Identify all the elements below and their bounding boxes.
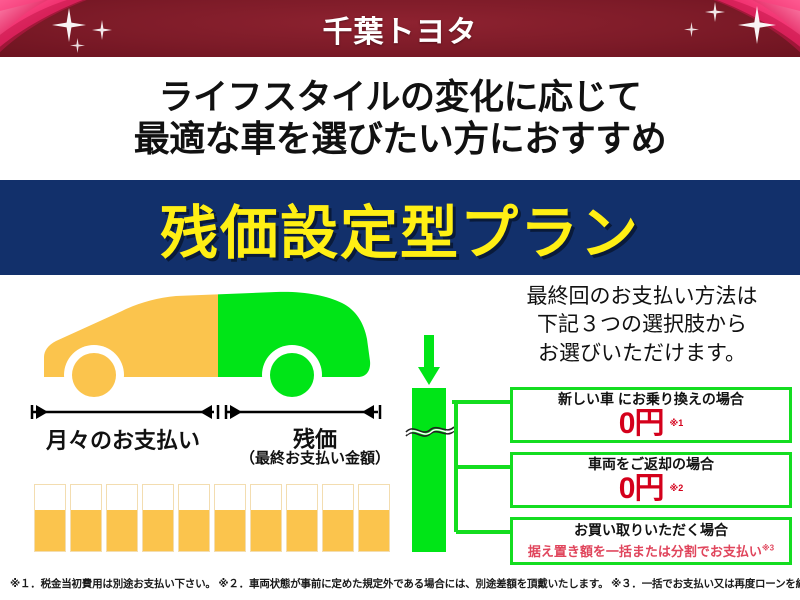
option-amount-row: 0円 ※2 <box>618 471 684 505</box>
intro-line-1: 最終回のお支払い方法は <box>526 285 758 308</box>
branch-connector <box>452 380 512 555</box>
headline-line-1: ライフスタイルの変化に応じて <box>158 77 642 117</box>
option-box-return-vehicle[interactable]: 車両をご返却の場合 0円 ※2 <box>510 452 792 508</box>
footer-notes: ※１．税金当初費用は別途お支払い下さい。 ※２．車両状態が事前に定めた規定外であ… <box>0 567 800 600</box>
option-title: お買い取りいただく場合 <box>574 521 728 538</box>
residual-value-sublabel: （最終お支払い金額） <box>239 450 390 467</box>
option-amount: 0円 <box>618 471 665 505</box>
brand-logo: 千葉トヨタ <box>322 15 478 49</box>
option-title: 車両をご返却の場合 <box>588 456 714 473</box>
axis-break-icon <box>404 421 456 439</box>
option-box-buyout[interactable]: お買い取りいただく場合 据え置き額を一括または分割でお支払い※3 <box>510 517 792 565</box>
option-amount: 0円 <box>618 406 665 440</box>
down-arrow-icon <box>418 335 440 387</box>
bar-column <box>358 484 390 552</box>
option-footnote-marker: ※1 <box>669 417 684 428</box>
bar-column <box>178 484 210 552</box>
option-amount-row: 0円 ※1 <box>618 406 684 440</box>
plan-banner: 残価設定型プラン <box>0 180 800 275</box>
header-bar: 千葉トヨタ <box>0 0 800 57</box>
option-box-trade-in[interactable]: 新しい車 にお乗り換えの場合 0円 ※1 <box>510 387 792 443</box>
residual-value-label: 残価 <box>292 427 337 452</box>
bar-column <box>250 484 282 552</box>
option-footnote-marker: ※3 <box>761 544 775 554</box>
option-title: 新しい車 にお乗り換えの場合 <box>558 391 744 408</box>
headline-line-2: 最適な車を選びたい方におすすめ <box>133 117 667 159</box>
intro-line-2: 下記３つの選択肢から <box>537 313 747 337</box>
payment-method-intro: 最終回のお支払い方法は 下記３つの選択肢から お選びいただけます。 <box>492 283 792 368</box>
car-illustration-icon <box>26 281 386 401</box>
bar-column <box>214 484 246 552</box>
installment-bar-chart <box>34 480 404 552</box>
bar-column <box>106 484 138 552</box>
residual-value-bar <box>412 388 446 552</box>
footnote-text: ※１．税金当初費用は別途お支払い下さい。 ※２．車両状態が事前に定めた規定外であ… <box>10 578 800 590</box>
dimension-arrows <box>26 403 386 421</box>
intro-line-3: お選びいただけます。 <box>538 341 746 365</box>
bar-column <box>34 484 66 552</box>
option-subtext-row: 据え置き額を一括または分割でお支払い※3 <box>528 541 774 560</box>
headline-block: ライフスタイルの変化に応じて 最適な車を選びたい方におすすめ <box>0 57 800 180</box>
bar-column <box>142 484 174 552</box>
bar-column <box>322 484 354 552</box>
payment-diagram: 月々のお支払い 残価 （最終お支払い金額） <box>0 275 800 567</box>
option-subtext: 据え置き額を一括または分割でお支払い <box>527 544 762 560</box>
bar-column <box>70 484 102 552</box>
bar-column <box>286 484 318 552</box>
monthly-payment-label: 月々のお支払い <box>45 428 200 453</box>
option-footnote-marker: ※2 <box>669 482 684 493</box>
plan-title: 残価設定型プラン <box>159 200 640 266</box>
